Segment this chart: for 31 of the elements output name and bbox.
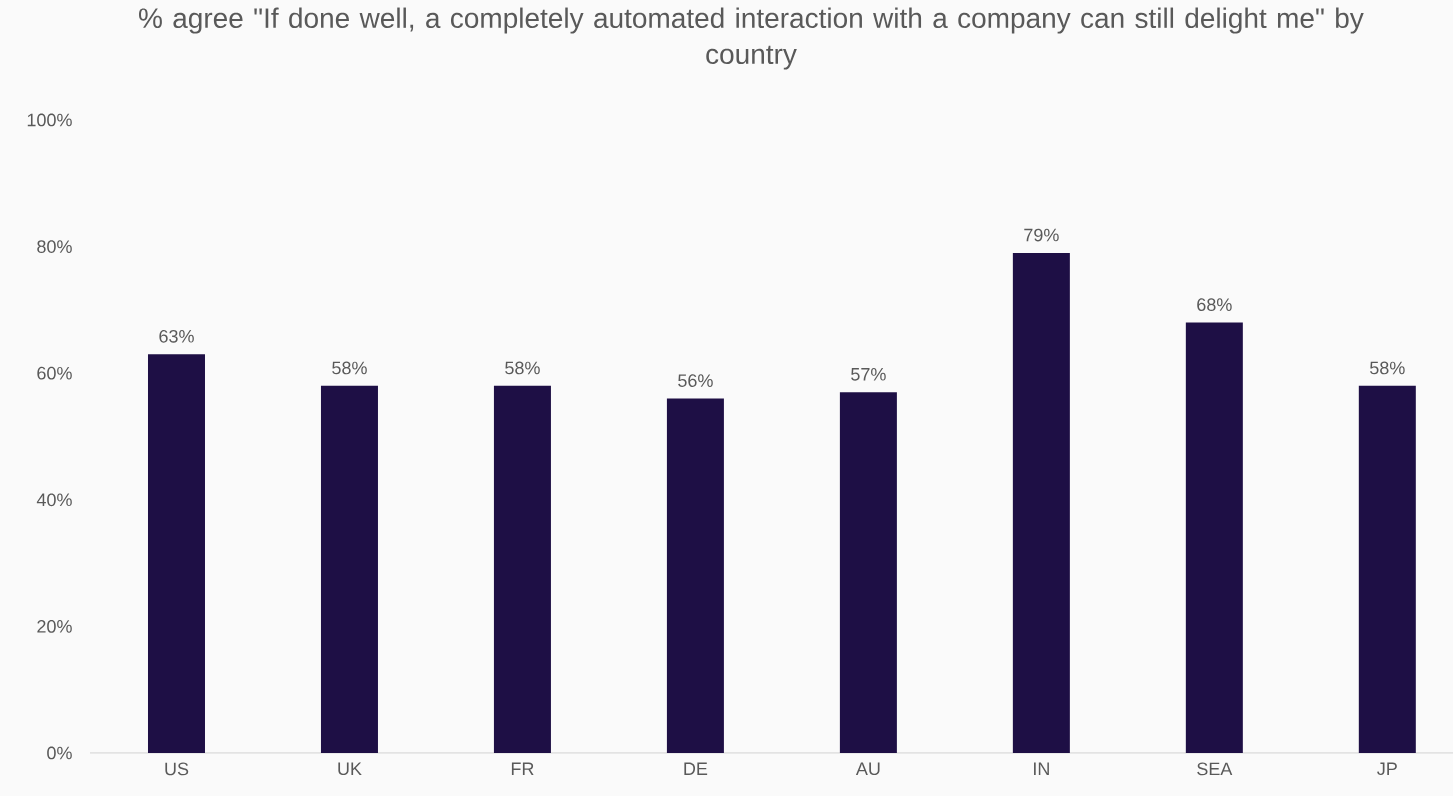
- y-tick-label: 0%: [47, 746, 72, 760]
- data-label: 57%: [851, 367, 886, 381]
- x-tick-label: JP: [1377, 762, 1397, 776]
- x-tick-label: FR: [511, 762, 534, 775]
- x-tick-label: AU: [855, 762, 880, 776]
- data-label: 58%: [332, 361, 367, 375]
- x-tick-label: SEA: [1197, 762, 1233, 776]
- x-tick-label: DE: [684, 762, 708, 775]
- bar: [320, 385, 378, 753]
- bar: [1012, 252, 1070, 753]
- y-tick-label: 60%: [37, 366, 72, 380]
- x-tick-label: UK: [338, 762, 362, 776]
- data-label: 58%: [1370, 361, 1405, 375]
- y-tick-label: 80%: [37, 240, 72, 253]
- data-label: 79%: [1024, 228, 1059, 242]
- bar: [839, 392, 897, 753]
- y-tick-label: 40%: [36, 493, 72, 507]
- chart-title: % agree "If done well, a completely automated interaction with a company can still delight me" by country: [139, 7, 1364, 70]
- bar: [1358, 385, 1416, 753]
- bar: [493, 385, 551, 753]
- data-label: 56%: [678, 374, 713, 387]
- bar: [1185, 322, 1243, 753]
- x-tick-label: IN: [1034, 762, 1049, 775]
- y-tick-label: 20%: [37, 620, 72, 633]
- data-label: 58%: [505, 361, 540, 375]
- data-label: 63%: [159, 329, 194, 343]
- bar: [147, 354, 205, 753]
- bar: [666, 398, 724, 753]
- x-tick-label: US: [165, 762, 189, 776]
- data-label: 68%: [1197, 298, 1232, 312]
- y-tick-label: 100%: [27, 113, 72, 127]
